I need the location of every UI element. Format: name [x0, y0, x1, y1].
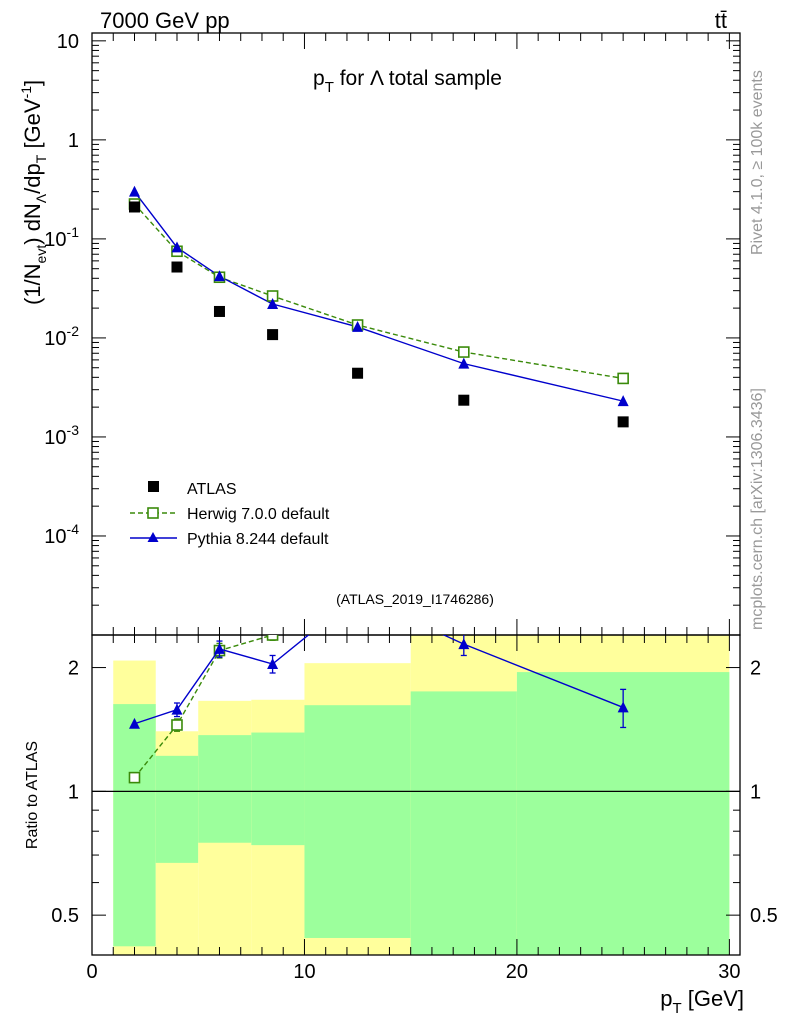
pythia-ratio-point [458, 638, 470, 650]
main-y-tick-label: 10-1 [44, 224, 79, 251]
herwig-ratio-point [128, 771, 141, 784]
x-tick-label: 0 [86, 961, 97, 983]
atlas-main-point [458, 394, 470, 406]
band-inner-4 [304, 705, 411, 938]
xlabel-p: p [660, 986, 672, 1011]
main-y-tick-exponent: -2 [67, 323, 80, 339]
herwig-ratio-point [266, 635, 279, 641]
pythia-ratio-point [171, 703, 183, 715]
atlas-main-point [617, 416, 629, 428]
atlas-main-point [213, 305, 225, 317]
pythia-main-point [352, 321, 364, 332]
ratio-y-tick-label: 2 [68, 658, 79, 680]
legend-pythia-marker [147, 532, 159, 542]
main-y-tick-base: 10 [44, 229, 66, 251]
main-y-tick-label: 10-3 [44, 422, 79, 449]
process-label: tt̄ [715, 8, 727, 33]
main-y-tick-label: 10-4 [44, 521, 79, 548]
ratio-y-axis-label: Ratio to ATLAS [24, 741, 41, 849]
main-y-tick-label: 10 [57, 31, 79, 53]
plot-title-p: p [313, 67, 325, 90]
ylabel-part-c: /dp [20, 163, 45, 194]
ratio-y-tick-label: 0.5 [51, 905, 79, 927]
ylabel-part-e: ] [20, 80, 45, 86]
x-tick-label: 30 [718, 961, 740, 983]
ratio-bands [92, 635, 740, 955]
pythia-main-point [128, 185, 140, 197]
atlas-main-point [352, 367, 364, 379]
mcplots-label: mcplots.cern.ch [arXiv:1306.3436] [749, 388, 766, 630]
pythia-ratio-point [617, 701, 629, 713]
pythia-main-point [213, 270, 225, 282]
ratio-clipped-group [128, 635, 629, 784]
plot-title-rest: for Λ total sample [334, 67, 502, 90]
pythia-main-point [458, 357, 470, 369]
main-y-tick-base: 10 [44, 328, 66, 350]
herwig-main-point [458, 346, 470, 358]
herwig-main-point [617, 372, 629, 385]
pythia-main-point [267, 298, 279, 309]
axis-ticks [91, 33, 740, 956]
main-series-layer [128, 185, 629, 428]
atlas-main-point [171, 261, 183, 273]
herwig-ratio-point [171, 719, 183, 731]
x-axis-label: pT [GeV] [660, 986, 744, 1017]
xlabel-sub: T [672, 1000, 681, 1017]
collision-label: 7000 GeV pp [100, 8, 230, 33]
band-inner-5 [410, 691, 517, 955]
pythia-ratio-point [213, 642, 225, 654]
pythia-main-point [171, 241, 183, 253]
x-tick-label: 10 [293, 961, 315, 983]
xlabel-rest: [GeV] [682, 986, 744, 1011]
legend-herwig-label: Herwig 7.0.0 default [187, 506, 330, 523]
legend-pythia-label: Pythia 8.244 default [187, 531, 329, 548]
pythia-main-point [617, 395, 629, 407]
main-y-tick-label: 1 [68, 130, 79, 152]
ylabel-part-a: (1/N [20, 263, 45, 305]
band-inner-2 [198, 735, 252, 843]
x-tick-label: 20 [506, 961, 528, 983]
ylabel-sub-evt: evt [33, 245, 49, 264]
plot-title: pT for Λ total sample [313, 67, 502, 96]
ratio-panel-frame [91, 634, 741, 956]
ylabel-part-b: ) dN [20, 203, 45, 245]
ylabel-sub-lambda: Λ [33, 193, 49, 203]
main-y-tick-base: 10 [44, 427, 66, 449]
main-y-tick-exponent: -4 [67, 521, 80, 537]
ratio-series-layer [128, 635, 629, 784]
legend-atlas-label: ATLAS [187, 481, 237, 498]
plot-title-sub: T [325, 79, 334, 96]
ylabel-sub-t: T [33, 154, 49, 163]
band-inner-3 [251, 732, 305, 846]
main-y-tick-base: 10 [44, 526, 66, 548]
legend-atlas-marker [148, 481, 159, 492]
atlas-main-point [128, 201, 140, 213]
atlas-main-point [267, 329, 279, 341]
ratio-y-tick-label-right: 0.5 [750, 905, 778, 927]
analysis-id: (ATLAS_2019_I1746286) [336, 591, 494, 607]
main-y-axis-label: (1/Nevt) dNΛ/dpT [GeV-1] [18, 80, 49, 305]
legend-herwig-marker [147, 507, 159, 519]
main-y-tick-base: 10 [57, 31, 79, 53]
pythia-ratio-point [267, 658, 279, 669]
main-y-tick-exponent: -1 [67, 224, 80, 240]
main-y-tick-exponent: -3 [67, 422, 80, 438]
pythia-ratio-point [128, 717, 140, 729]
ratio-y-tick-label: 1 [68, 781, 79, 803]
ylabel-sup: -1 [18, 86, 34, 99]
main-y-tick-base: 1 [68, 130, 79, 152]
ylabel-part-d: [GeV [20, 98, 45, 155]
band-inner-1 [155, 755, 199, 863]
ratio-y-tick-label-right: 1 [750, 781, 761, 803]
rivet-version-label: Rivet 4.1.0, ≥ 100k events [749, 70, 766, 255]
band-inner-0 [113, 704, 156, 947]
legend: ATLAS Herwig 7.0.0 default Pythia 8.244 … [130, 481, 330, 548]
ratio-y-tick-label-right: 2 [750, 658, 761, 680]
main-y-tick-label: 10-2 [44, 323, 79, 350]
